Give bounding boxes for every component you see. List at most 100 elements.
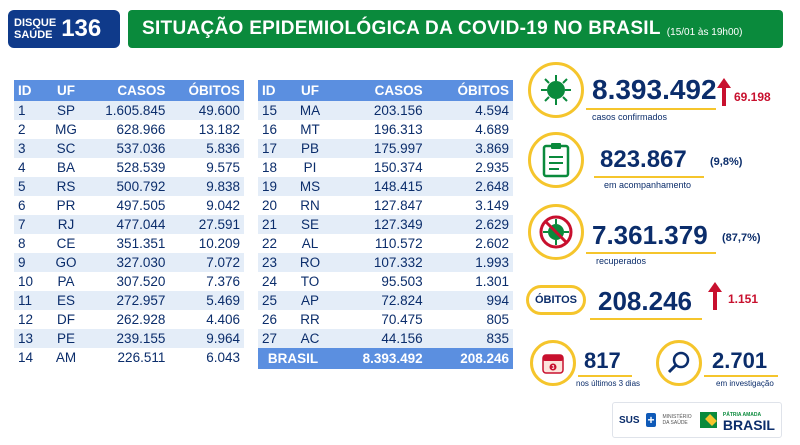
cell-id: 17 xyxy=(258,139,292,158)
divider xyxy=(594,176,704,178)
cell-obitos: 805 xyxy=(426,310,513,329)
cell-casos: 226.511 xyxy=(84,348,170,367)
cell-obitos: 9.838 xyxy=(169,177,244,196)
cell-casos: 537.036 xyxy=(84,139,170,158)
cell-id: 20 xyxy=(258,196,292,215)
svg-text:3: 3 xyxy=(552,365,555,371)
cell-obitos: 4.689 xyxy=(426,120,513,139)
cell-uf: SC xyxy=(48,139,84,158)
cell-uf: PI xyxy=(292,158,328,177)
table-row: 17 PB 175.997 3.869 xyxy=(258,139,513,158)
cell-id: 26 xyxy=(258,310,292,329)
table-row: 7 RJ 477.044 27.591 xyxy=(14,215,244,234)
divider xyxy=(704,375,778,377)
cell-obitos: 7.072 xyxy=(169,253,244,272)
cell-casos: 497.505 xyxy=(84,196,170,215)
cell-uf: MA xyxy=(292,101,328,120)
cell-uf: ES xyxy=(48,291,84,310)
cell-uf: PE xyxy=(48,329,84,348)
table-row: 5 RS 500.792 9.838 xyxy=(14,177,244,196)
cell-obitos: 5.836 xyxy=(169,139,244,158)
cell-uf: RJ xyxy=(48,215,84,234)
divider xyxy=(586,108,716,110)
total-casos: 8.393.492 xyxy=(328,348,427,369)
cell-uf: MG xyxy=(48,120,84,139)
cell-casos: 107.332 xyxy=(328,253,427,272)
cell-obitos: 1.301 xyxy=(426,272,513,291)
cell-id: 18 xyxy=(258,158,292,177)
cell-uf: AC xyxy=(292,329,328,348)
cell-casos: 44.156 xyxy=(328,329,427,348)
cell-uf: PA xyxy=(48,272,84,291)
cell-obitos: 3.869 xyxy=(426,139,513,158)
virus-icon xyxy=(528,62,584,118)
cell-id: 15 xyxy=(258,101,292,120)
cell-uf: SE xyxy=(292,215,328,234)
monitoring-value: 823.867 xyxy=(600,146,687,173)
cell-uf: TO xyxy=(292,272,328,291)
last3days-value: 817 xyxy=(584,348,621,373)
header-banner: SITUAÇÃO EPIDEMIOLÓGICA DA COVID-19 NO B… xyxy=(128,10,783,48)
logo-line-1: DISQUE xyxy=(14,17,57,29)
cell-casos: 175.997 xyxy=(328,139,427,158)
health-cross-icon: + xyxy=(645,413,657,427)
table-row: 19 MS 148.415 2.648 xyxy=(258,177,513,196)
cell-id: 12 xyxy=(14,310,48,329)
deaths-value: 208.246 xyxy=(598,286,692,316)
cell-uf: PB xyxy=(292,139,328,158)
table-header-row: ID UF CASOS ÓBITOS xyxy=(258,80,513,101)
magnifier-icon xyxy=(656,340,702,386)
brazil-flag-icon xyxy=(699,412,717,428)
col-uf-header: UF xyxy=(292,80,328,101)
cell-uf: DF xyxy=(48,310,84,329)
cell-casos: 351.351 xyxy=(84,234,170,253)
col-obitos-header: ÓBITOS xyxy=(169,80,244,101)
cell-casos: 327.030 xyxy=(84,253,170,272)
cell-obitos: 2.648 xyxy=(426,177,513,196)
cell-id: 6 xyxy=(14,196,48,215)
cell-id: 25 xyxy=(258,291,292,310)
cell-obitos: 13.182 xyxy=(169,120,244,139)
states-table-right: ID UF CASOS ÓBITOS 15 MA 203.156 4.594 16 MT 1… xyxy=(258,80,513,369)
col-id-header: ID xyxy=(14,80,48,101)
table-row: 23 RO 107.332 1.993 xyxy=(258,253,513,272)
cell-casos: 95.503 xyxy=(328,272,427,291)
cell-casos: 196.313 xyxy=(328,120,427,139)
cell-casos: 203.156 xyxy=(328,101,427,120)
cell-casos: 628.966 xyxy=(84,120,170,139)
logo-number: 136 xyxy=(61,15,102,42)
cell-uf: PR xyxy=(48,196,84,215)
obitos-badge: ÓBITOS xyxy=(526,285,586,315)
table-row: 27 AC 44.156 835 xyxy=(258,329,513,348)
cell-uf: RN xyxy=(292,196,328,215)
recovered-label: recuperados xyxy=(596,256,647,266)
investigation-value: 2.701 xyxy=(712,348,768,373)
brasil-logo: BRASIL xyxy=(722,417,775,433)
cell-casos: 110.572 xyxy=(328,234,427,253)
cell-id: 24 xyxy=(258,272,292,291)
cell-id: 11 xyxy=(14,291,48,310)
cell-uf: SP xyxy=(48,101,84,120)
investigation-label: em investigação xyxy=(716,379,774,388)
cell-casos: 528.539 xyxy=(84,158,170,177)
table-row: 21 SE 127.349 2.629 xyxy=(258,215,513,234)
cell-obitos: 6.043 xyxy=(169,348,244,367)
cell-id: 8 xyxy=(14,234,48,253)
divider xyxy=(590,318,702,320)
cell-casos: 272.957 xyxy=(84,291,170,310)
table-row: 13 PE 239.155 9.964 xyxy=(14,329,244,348)
table-row: 12 DF 262.928 4.406 xyxy=(14,310,244,329)
ministry-name: MINISTÉRIO DA SAÚDE xyxy=(662,414,692,426)
col-id-header: ID xyxy=(258,80,292,101)
cell-obitos: 9.042 xyxy=(169,196,244,215)
cell-obitos: 5.469 xyxy=(169,291,244,310)
disque-saude-logo: DISQUE SAÚDE 136 xyxy=(8,10,120,48)
cell-obitos: 9.964 xyxy=(169,329,244,348)
deaths-delta: 1.151 xyxy=(728,292,759,306)
table-row: 8 CE 351.351 10.209 xyxy=(14,234,244,253)
cell-casos: 70.475 xyxy=(328,310,427,329)
table-header-row: ID UF CASOS ÓBITOS xyxy=(14,80,244,101)
table-row: 2 MG 628.966 13.182 xyxy=(14,120,244,139)
table-row: 4 BA 528.539 9.575 xyxy=(14,158,244,177)
cell-id: 2 xyxy=(14,120,48,139)
